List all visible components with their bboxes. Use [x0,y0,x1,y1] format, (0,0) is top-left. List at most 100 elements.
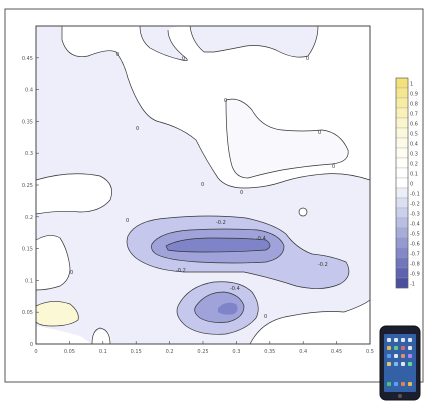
colorbar-label: -0.3 [410,212,420,218]
x-tick-label: 0.45 [331,349,342,355]
contour-label: -0.2 [318,262,328,268]
colorbar-swatch [395,247,409,259]
colorbar-label: -0.6 [410,242,420,248]
contour-line [189,25,319,58]
colorbar-label: -0.2 [410,202,420,208]
contour-line [35,301,79,327]
x-tick-label: 0.3 [232,349,240,355]
y-axis: 0 0.05 0.1 0.15 0.2 0.25 0.3 0.35 0.4 0.45 [22,56,39,348]
contour-line [126,215,350,289]
contour-line [165,237,271,253]
colorbar-label: -0.4 [410,222,420,228]
colorbar-swatch [395,197,409,209]
colorbar-swatch [395,217,409,229]
colorbar-label: -0.8 [410,262,420,268]
colorbar-label: -0.5 [410,232,420,238]
y-tick-label: 0.1 [25,278,33,284]
colorbar-label: 0.1 [410,172,418,178]
colorbar-label: 0.4 [410,142,418,148]
colorbar-swatch [395,177,409,189]
x-tick-label: 0.15 [131,349,142,355]
contour-lines [35,25,371,345]
y-tick-label: 0.45 [22,56,33,62]
contour-label: -0.2 [216,220,226,226]
colorbar-label: 0.2 [410,162,418,168]
contour-label: 0 [306,56,309,62]
y-tick-label: 0.35 [22,119,33,125]
x-tick-label: 0.2 [166,349,174,355]
contour-label: 0 [70,270,73,276]
y-tick-label: 0 [30,342,33,348]
white-region-bottom-right [250,300,370,344]
contour-plot: 0 0 0 0 0 0 0 0 0 0 0 0 -0.2 -0.4 -0.2 -… [22,25,374,355]
colorbar-label: 1 [410,82,413,88]
contour-label: 0 [318,130,321,136]
colorbar-label: 0.3 [410,152,418,158]
colorbar: 1 0.9 0.8 0.7 0.6 0.5 0.4 0.3 0.2 0.1 0 -0.1 -0.2 -0.… [395,77,420,289]
colorbar-label: 0.6 [410,122,418,128]
colorbar-swatch [395,237,409,249]
y-tick-label: 0.4 [25,88,33,94]
white-region-mid-left [36,173,112,214]
contour-label: 0 [224,98,227,104]
contour-label: -0.4 [256,236,266,242]
colorbar-label: 0.8 [410,102,418,108]
colorbar-swatch [395,117,409,129]
contour-line [194,291,245,323]
colorbar-swatch [395,157,409,169]
y-tick-label: 0.2 [25,215,33,221]
colorbar-label: -0.7 [410,252,420,258]
contour-label: 0 [116,52,119,58]
white-region-bottom-mid [92,329,111,344]
white-region-bottom-left [36,326,92,344]
contour-line [91,327,111,345]
colorbar-label: 0.9 [410,92,418,98]
colorbar-label: -0.1 [410,192,420,198]
x-tick-label: 0.1 [99,349,107,355]
colorbar-swatch [395,167,409,179]
white-region-left [36,26,70,290]
x-tick-label: 0.4 [299,349,307,355]
contour-labels: 0 0 0 0 0 0 0 0 0 0 0 0 -0.2 -0.4 -0.2 -… [70,52,335,320]
y-tick-label: 0.25 [22,183,33,189]
colorbar-label: -0.9 [410,272,420,278]
contour-label: 0 [240,190,243,196]
contour-label: -0.2 [176,268,186,274]
colorbar-swatch [395,277,409,289]
smartphone-icon [379,325,421,401]
colorbar-swatch [395,227,409,239]
positive-region-lower-left [36,301,79,326]
negative-well-lower-center [218,302,238,315]
contour-label: 0 [332,164,335,170]
colorbar-swatch [395,137,409,149]
contour-label: 0 [136,126,139,132]
x-tick-label: 0.35 [264,349,275,355]
x-axis: 0 0.05 0.1 0.15 0.2 0.25 0.3 0.35 0.4 0.45 0.5 [34,341,374,355]
negative-regions [127,216,349,335]
colorbar-swatch [395,107,409,119]
colorbar-swatch [395,147,409,159]
zero-level-regions [36,26,370,344]
x-tick-label: 0.05 [64,349,75,355]
x-tick-label: 0 [34,349,37,355]
colorbar-swatch [395,127,409,139]
colorbar-label: 0.7 [410,112,418,118]
colorbar-swatch [395,97,409,109]
contour-line [298,207,308,217]
light-region-right-top [226,99,349,178]
contour-line [139,25,188,62]
contour-line [61,26,371,189]
colorbar-label: -1 [410,282,415,288]
contour-line [151,228,285,264]
contour-line [249,299,371,345]
colorbar-frame [395,77,409,289]
contour-label: 0 [201,182,204,188]
x-tick-label: 0.25 [197,349,208,355]
colorbar-swatch [395,207,409,219]
x-tick-label: 0.5 [366,349,374,355]
colorbar-swatch [395,77,409,89]
contour-line [35,173,112,215]
colorbar-swatch [395,87,409,99]
contour-line [176,281,259,335]
y-tick-label: 0.05 [22,310,33,316]
